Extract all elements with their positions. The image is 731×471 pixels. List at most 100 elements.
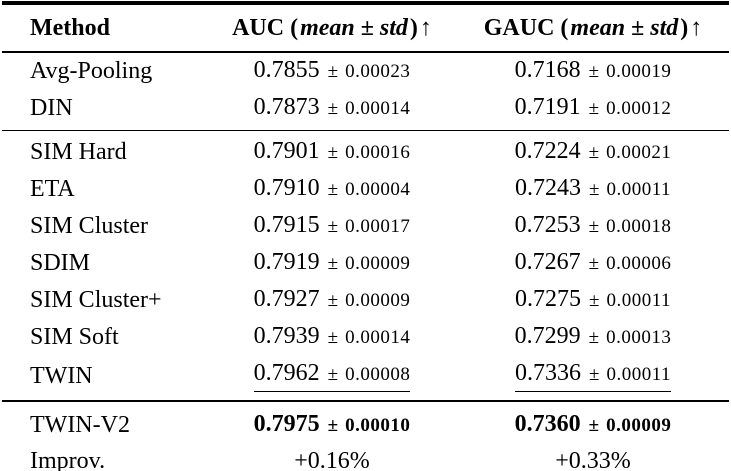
mean-value: 0.7168 (514, 57, 581, 83)
std-value: 0.00010 (345, 415, 411, 436)
table-row-eta: ETA 0.7910 ±0.00004 0.7243 ±0.00011 (2, 171, 729, 208)
std-value: 0.00021 (606, 142, 672, 163)
plus-minus: ± (589, 364, 600, 385)
gauc-cell: 0.7267 ±0.00006 (457, 245, 729, 282)
paren-close: ) (680, 15, 689, 41)
mean-value: 0.7873 (253, 94, 320, 120)
auc-cell: 0.7915 ±0.00017 (207, 208, 457, 245)
mean-value: 0.7915 (253, 212, 320, 238)
method-cell: SIM Hard (2, 130, 207, 171)
paren-close: ) (409, 15, 418, 41)
plus-minus: ± (327, 142, 339, 163)
method-cell: SIM Soft (30, 324, 119, 350)
std-value: 0.00009 (345, 290, 411, 311)
plus-minus: ± (588, 216, 600, 237)
column-header-method: Method (2, 3, 207, 53)
plus-minus: ± (588, 327, 600, 348)
column-label: Method (30, 15, 110, 41)
mean-value: 0.7360 (514, 411, 581, 437)
method-cell: ETA (30, 176, 75, 202)
std-value: 0.00011 (606, 364, 671, 385)
auc-cell: 0.7855 ±0.00023 (207, 52, 457, 90)
auc-cell: 0.7962 ±0.00008 (207, 356, 457, 401)
column-label: GAUC (483, 15, 555, 41)
method-cell: DIN (30, 95, 73, 121)
column-header-gauc: GAUC (mean ± std)↑ (457, 3, 729, 53)
auc-cell: 0.7919 ±0.00009 (207, 245, 457, 282)
gauc-cell: 0.7224 ±0.00021 (457, 130, 729, 171)
gauc-cell: 0.7243 ±0.00011 (457, 171, 729, 208)
gauc-cell: 0.7253 ±0.00018 (457, 208, 729, 245)
table-row-twin-v2: TWIN-V2 0.7975 ±0.00010 0.7360 ±0.00009 (2, 400, 729, 444)
auc-cell: 0.7927 ±0.00009 (207, 282, 457, 319)
gauc-cell: 0.7275 ±0.00011 (457, 282, 729, 319)
table-row-sdim: SDIM 0.7919 ±0.00009 0.7267 ±0.00006 (2, 245, 729, 282)
column-label: AUC (232, 15, 285, 41)
mean-value: 0.7243 (515, 175, 581, 201)
std-value: 0.00017 (345, 216, 411, 237)
std-value: 0.00012 (606, 98, 672, 119)
auc-cell: 0.7910 ±0.00004 (207, 171, 457, 208)
plus-minus: ± (589, 290, 600, 311)
std-value: 0.00023 (345, 61, 411, 82)
gauc-cell: 0.7299 ±0.00013 (457, 319, 729, 356)
mean-value: 0.7975 (253, 411, 320, 437)
std-value: 0.00006 (606, 253, 672, 274)
std-value: 0.00011 (606, 290, 671, 311)
mean-value: 0.7275 (515, 286, 581, 312)
std-value: 0.00014 (345, 98, 411, 119)
plus-minus: ± (589, 179, 600, 200)
table-row-sim-cluster-plus: SIM Cluster+ 0.7927 ±0.00009 0.7275 ±0.000… (2, 282, 729, 319)
mean-value: 0.7855 (253, 57, 320, 83)
std-value: 0.00019 (606, 61, 672, 82)
gauc-cell: 0.7168 ±0.00019 (457, 52, 729, 90)
mean-value: 0.7910 (253, 175, 320, 201)
paren-open: ( (290, 15, 299, 41)
up-arrow-icon: ↑ (690, 15, 703, 41)
std-value: 0.00014 (345, 327, 411, 348)
mean-value: 0.7962 (253, 360, 320, 386)
method-cell: SIM Cluster+ (30, 287, 162, 313)
method-cell: Improv. (30, 448, 106, 471)
method-cell: TWIN-V2 (2, 400, 207, 444)
mean-value: 0.7267 (514, 249, 581, 275)
table-row-sim-hard: SIM Hard 0.7901 ±0.00016 0.7224 ±0.00021 (2, 130, 729, 171)
plus-minus: ± (327, 179, 339, 200)
column-qualifier: mean ± std (570, 15, 679, 41)
method-cell: SIM Cluster (30, 213, 149, 239)
gauc-cell: 0.7191 ±0.00012 (457, 90, 729, 131)
std-value: 0.00011 (606, 179, 671, 200)
paren-open: ( (560, 15, 569, 41)
plus-minus: ± (327, 415, 339, 436)
mean-value: 0.7336 (515, 360, 581, 386)
std-value: 0.00013 (606, 327, 672, 348)
mean-value: 0.7939 (253, 323, 320, 349)
std-value: 0.00004 (345, 179, 411, 200)
plus-minus: ± (588, 98, 600, 119)
table-row-avg-pooling: Avg-Pooling 0.7855 ±0.00023 0.7168 ±0.0001… (2, 52, 729, 90)
mean-value: 0.7901 (253, 138, 320, 164)
plus-minus: ± (327, 61, 339, 82)
mean-value: 0.7253 (514, 212, 581, 238)
plus-minus: ± (327, 290, 339, 311)
up-arrow-icon: ↑ (419, 15, 432, 41)
auc-improvement-cell: +0.16% (294, 448, 370, 471)
plus-minus: ± (327, 327, 339, 348)
plus-minus: ± (588, 253, 600, 274)
table-row-improv: Improv. +0.16% +0.33% (2, 444, 729, 471)
plus-minus: ± (588, 61, 600, 82)
method-cell: Avg-Pooling (30, 58, 153, 84)
column-qualifier: mean ± std (300, 15, 408, 41)
table-row-twin: TWIN 0.7962 ±0.00008 0.7336 ±0.00011 (2, 356, 729, 401)
mean-value: 0.7224 (514, 138, 581, 164)
plus-minus: ± (327, 364, 339, 385)
auc-cell: 0.7939 ±0.00014 (207, 319, 457, 356)
table-body: Avg-Pooling 0.7855 ±0.00023 0.7168 ±0.0001… (2, 52, 729, 471)
plus-minus: ± (327, 253, 339, 274)
mean-value: 0.7919 (253, 249, 320, 275)
mean-value: 0.7191 (514, 94, 581, 120)
mean-value: 0.7299 (514, 323, 581, 349)
gauc-cell: 0.7360 ±0.00009 (457, 400, 729, 444)
